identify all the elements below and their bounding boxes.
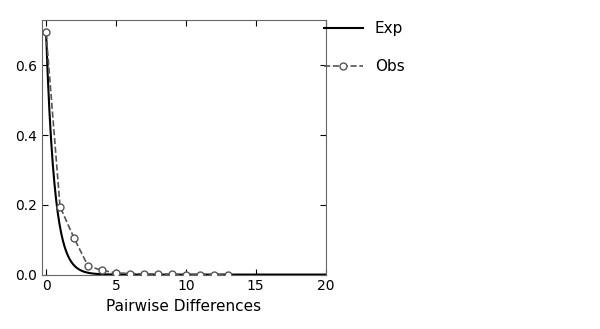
Obs [154, 272, 161, 276]
Exp [43, 30, 50, 34]
Obs [85, 264, 92, 268]
Obs [210, 273, 217, 277]
Line: Exp: Exp [46, 32, 325, 275]
Obs [112, 271, 119, 275]
Exp [209, 273, 216, 277]
Line: Obs: Obs [43, 29, 231, 278]
Obs [196, 273, 203, 277]
Exp [175, 273, 182, 277]
Exp [194, 273, 201, 277]
Exp [315, 273, 322, 277]
Obs [56, 205, 64, 209]
Legend: Exp, Obs: Exp, Obs [318, 15, 410, 80]
Exp [177, 273, 184, 277]
Obs [182, 273, 190, 277]
Obs [126, 271, 133, 275]
Obs [140, 272, 148, 276]
Obs [43, 30, 50, 34]
Obs [224, 273, 231, 277]
Obs [70, 236, 77, 240]
Exp [322, 273, 329, 277]
Obs [98, 268, 106, 272]
Exp [271, 273, 278, 277]
Obs [168, 272, 175, 276]
X-axis label: Pairwise Differences: Pairwise Differences [106, 299, 261, 314]
